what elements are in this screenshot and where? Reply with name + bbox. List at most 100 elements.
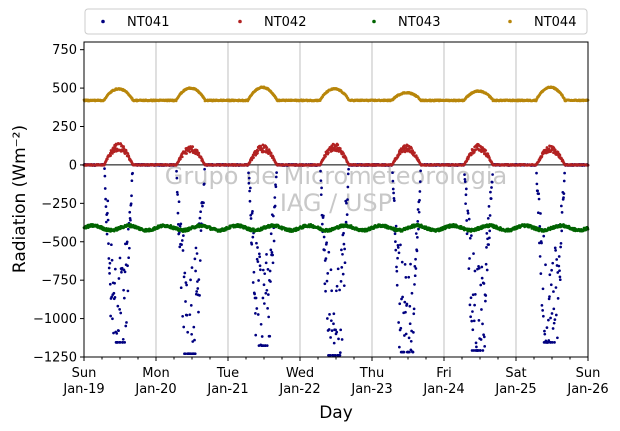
- data-point: [413, 265, 417, 268]
- data-point: [554, 313, 558, 317]
- data-point: [467, 267, 471, 270]
- data-point: [319, 179, 323, 183]
- data-point: [488, 229, 492, 233]
- data-point: [201, 204, 204, 208]
- data-point: [119, 311, 123, 315]
- data-point: [198, 294, 201, 297]
- data-point: [466, 211, 470, 215]
- data-point: [394, 248, 398, 252]
- data-point: [471, 328, 475, 332]
- data-point: [189, 304, 193, 307]
- data-point: [552, 307, 556, 311]
- data-point: [322, 214, 325, 218]
- data-point: [320, 186, 323, 190]
- data-point: [195, 290, 199, 293]
- data-point: [416, 235, 419, 239]
- data-point: [416, 220, 420, 223]
- data-point: [176, 193, 179, 196]
- legend-frame: [84, 8, 588, 35]
- data-point: [118, 307, 121, 311]
- data-point: [555, 258, 559, 261]
- data-point: [414, 232, 418, 235]
- data-point: [536, 189, 539, 193]
- data-point: [410, 146, 413, 150]
- data-point: [479, 283, 483, 287]
- data-point: [248, 186, 252, 190]
- data-point: [181, 314, 184, 318]
- data-point: [197, 151, 201, 155]
- data-point: [268, 334, 272, 338]
- data-point: [256, 246, 259, 249]
- data-point: [329, 336, 332, 339]
- data-point: [553, 341, 556, 344]
- data-point: [123, 270, 127, 274]
- data-point: [261, 268, 265, 272]
- data-point: [465, 219, 469, 222]
- data-point: [552, 290, 555, 293]
- data-point: [414, 154, 418, 157]
- data-point: [404, 276, 408, 279]
- data-point: [112, 150, 116, 154]
- data-point: [195, 252, 199, 255]
- data-point: [346, 172, 350, 176]
- legend-marker: [508, 19, 512, 24]
- data-point: [109, 154, 112, 157]
- data-point: [410, 291, 414, 295]
- data-point: [335, 284, 339, 288]
- legend-label: NT044: [534, 15, 576, 30]
- data-point: [112, 331, 115, 335]
- data-point: [176, 223, 180, 226]
- data-point: [398, 345, 401, 349]
- data-point: [471, 310, 474, 313]
- data-point: [541, 309, 544, 312]
- data-point: [335, 289, 338, 293]
- data-point: [544, 263, 547, 267]
- data-point: [175, 176, 179, 180]
- data-point: [538, 225, 542, 228]
- data-point: [336, 267, 340, 271]
- data-point: [339, 280, 343, 283]
- data-point: [396, 256, 399, 260]
- data-point: [417, 210, 421, 214]
- data-point: [117, 329, 120, 333]
- data-point: [548, 273, 552, 277]
- data-point: [549, 283, 553, 287]
- data-point: [468, 257, 471, 260]
- data-point: [248, 189, 251, 193]
- data-point: [108, 261, 112, 265]
- data-point: [338, 288, 341, 292]
- data-point: [252, 156, 255, 159]
- data-point: [397, 321, 400, 324]
- data-point: [333, 353, 337, 357]
- data-point: [255, 307, 259, 310]
- data-point: [482, 335, 486, 339]
- data-point: [542, 234, 546, 238]
- data-point: [256, 149, 260, 153]
- data-point: [184, 300, 187, 303]
- data-point: [347, 167, 350, 171]
- data-point: [273, 196, 277, 199]
- data-point: [539, 212, 542, 215]
- legend-marker: [238, 19, 242, 24]
- data-point: [483, 344, 487, 348]
- data-point: [266, 293, 270, 296]
- data-point: [113, 296, 117, 299]
- data-point: [550, 312, 554, 315]
- data-point: [129, 202, 133, 206]
- data-point: [392, 197, 396, 200]
- data-point: [332, 312, 336, 316]
- data-point: [199, 229, 203, 232]
- data-point: [263, 302, 266, 305]
- data-point: [325, 279, 329, 283]
- data-point: [254, 333, 258, 337]
- data-point: [480, 265, 484, 269]
- data-point: [344, 220, 348, 224]
- data-point: [545, 326, 549, 329]
- data-point: [463, 180, 467, 184]
- data-point: [256, 151, 259, 155]
- data-point: [407, 275, 411, 279]
- data-point: [473, 303, 476, 307]
- data-point: [560, 229, 564, 233]
- data-point: [488, 214, 492, 217]
- data-point: [558, 269, 561, 273]
